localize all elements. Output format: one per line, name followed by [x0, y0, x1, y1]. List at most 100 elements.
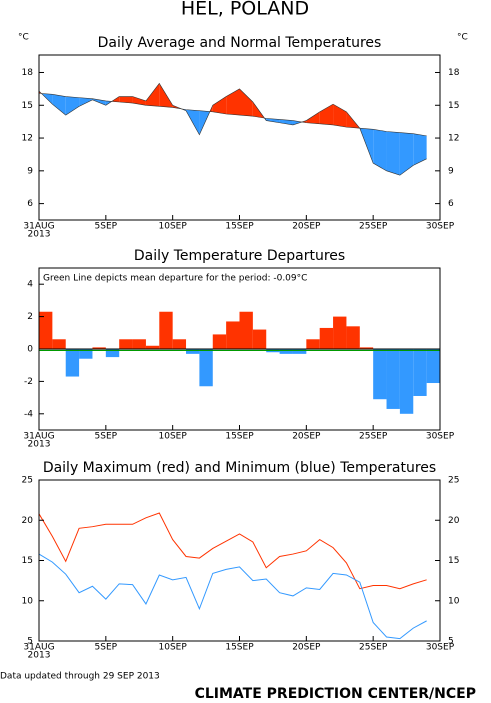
x-tick-label: 5SEP — [95, 222, 118, 232]
update-note: Data updated through 29 SEP 2013 — [0, 672, 160, 682]
departure-fill — [239, 88, 253, 117]
bar — [373, 349, 387, 400]
bar — [65, 349, 80, 377]
bar — [186, 349, 200, 354]
y-unit: °C — [457, 33, 468, 43]
x-year-label: 2013 — [28, 230, 51, 240]
y-tick-label: 4 — [27, 280, 33, 290]
departure-fill — [79, 97, 93, 107]
x-tick-label: 31AUG — [23, 643, 54, 653]
departure-fill — [399, 132, 414, 176]
bar — [319, 327, 334, 349]
departure-fill — [333, 104, 347, 128]
bar — [279, 349, 293, 354]
average-line — [38, 82, 427, 176]
x-tick-label: 25SEP — [359, 643, 388, 653]
y-tick-label: 12 — [22, 134, 33, 144]
departure-fill — [413, 133, 427, 166]
normal-line — [38, 92, 427, 137]
y-tick-label: 18 — [448, 68, 460, 78]
annotation: Green Line depicts mean departure for th… — [43, 274, 307, 284]
departure-fill — [65, 96, 80, 116]
y-tick-label: 5 — [27, 637, 33, 647]
bar — [119, 339, 133, 349]
x-tick-label: 15SEP — [225, 643, 254, 653]
x-tick-label: 15SEP — [225, 432, 254, 442]
bar — [252, 329, 267, 349]
bar — [79, 349, 93, 359]
x-tick-label: 20SEP — [292, 643, 321, 653]
y-tick-label: 6 — [27, 199, 33, 209]
chart-title: Daily Average and Normal Temperatures — [98, 35, 382, 51]
bar — [226, 321, 240, 349]
x-tick-label: 15SEP — [225, 222, 254, 232]
departure-fill — [306, 111, 320, 124]
departure-fill — [292, 120, 302, 125]
series-line — [38, 553, 427, 640]
y-tick-label: 0 — [27, 345, 33, 355]
x-tick-label: 20SEP — [292, 432, 321, 442]
x-tick-label: 31AUG — [23, 432, 54, 442]
chart-title: Daily Maximum (red) and Minimum (blue) T… — [43, 460, 436, 476]
x-year-label: 2013 — [28, 651, 51, 661]
bar — [399, 349, 414, 414]
y-tick-label: 9 — [448, 166, 454, 176]
credit: CLIMATE PREDICTION CENTER/NCEP — [195, 686, 476, 702]
y-tick-label: 5 — [448, 637, 454, 647]
x-tick-label: 30SEP — [426, 643, 455, 653]
y-tick-label: 6 — [448, 199, 454, 209]
x-tick-label: 5SEP — [95, 643, 118, 653]
y-tick-label: 15 — [22, 556, 33, 566]
bar — [105, 349, 120, 358]
bar — [199, 349, 213, 387]
series-line — [38, 512, 427, 590]
departure-fill — [119, 96, 133, 104]
departure-fill — [212, 96, 227, 115]
y-tick-label: 18 — [22, 68, 34, 78]
x-tick-label: 10SEP — [159, 643, 188, 653]
departure-fill — [386, 131, 400, 176]
x-tick-label: 31AUG — [23, 222, 54, 232]
bar — [39, 311, 53, 349]
bar — [212, 334, 227, 349]
bar — [92, 347, 106, 349]
y-tick-label: 15 — [448, 101, 459, 111]
bar — [292, 349, 307, 354]
y-tick-label: 10 — [22, 596, 34, 606]
y-tick-label: 9 — [27, 166, 33, 176]
bar — [172, 339, 187, 349]
departure-fill — [226, 88, 240, 116]
plot-frame — [38, 479, 441, 642]
y-unit: °C — [18, 33, 29, 43]
bar — [159, 311, 173, 349]
chart-title: Daily Temperature Departures — [134, 248, 345, 264]
x-tick-label: 25SEP — [359, 222, 388, 232]
y-tick-label: 12 — [448, 134, 459, 144]
x-tick-label: 30SEP — [426, 222, 455, 232]
y-tick-label: 20 — [22, 516, 34, 526]
page-title: HEL, POLAND — [181, 0, 309, 20]
bar — [346, 326, 360, 349]
bar — [239, 311, 253, 349]
bar — [132, 339, 146, 349]
bar — [413, 349, 427, 396]
y-tick-label: -2 — [24, 377, 33, 387]
y-tick-label: 15 — [448, 556, 459, 566]
bar — [426, 349, 440, 384]
departure-fill — [319, 104, 334, 125]
departure-fill — [373, 129, 387, 171]
y-tick-label: 25 — [22, 476, 33, 486]
x-tick-label: 5SEP — [95, 432, 118, 442]
y-tick-label: 15 — [22, 101, 33, 111]
x-tick-label: 10SEP — [159, 432, 188, 442]
x-tick-label: 25SEP — [359, 432, 388, 442]
x-year-label: 2013 — [28, 440, 51, 450]
y-tick-label: 10 — [448, 596, 460, 606]
y-tick-label: -4 — [24, 409, 33, 419]
departure-fill — [52, 94, 66, 116]
bar — [306, 339, 320, 349]
y-tick-label: 2 — [27, 312, 33, 322]
departure-fill — [279, 119, 293, 125]
bar — [145, 345, 160, 349]
